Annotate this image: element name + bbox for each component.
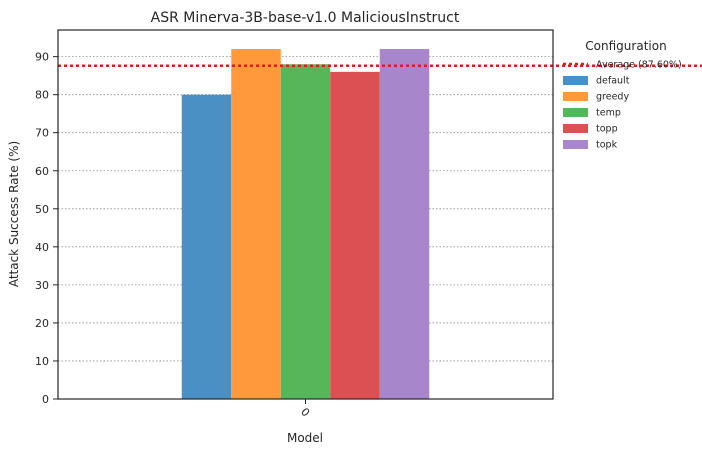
y-tick-label: 0 (42, 393, 49, 406)
legend-swatch-topk (563, 140, 588, 149)
legend-label-average: Average (87.60%) (596, 60, 682, 71)
bar-greedy (231, 49, 281, 399)
y-tick-label: 20 (35, 317, 49, 330)
legend-swatch-greedy (563, 92, 588, 101)
legend: Configuration Average (87.60%) default gre… (563, 39, 682, 151)
y-tick-label: 50 (35, 203, 49, 216)
legend-label-default: default (596, 76, 630, 87)
y-tick-label: 40 (35, 241, 49, 254)
bars (181, 49, 430, 399)
legend-label-greedy: greedy (596, 92, 629, 103)
y-tick-label: 90 (35, 51, 49, 64)
chart-title: ASR Minerva-3B-base-v1.0 MaliciousInstru… (151, 10, 460, 26)
x-axis-ticks: 0 (298, 399, 312, 419)
legend-label-topp: topp (596, 124, 618, 135)
y-tick-label: 10 (35, 355, 49, 368)
y-axis-ticks: 0 10 20 30 40 50 60 70 80 90 (35, 51, 58, 406)
y-tick-label: 80 (35, 89, 49, 102)
legend-swatch-default (563, 76, 588, 85)
x-tick-label: 0 (298, 405, 312, 419)
bar-topk (379, 49, 430, 399)
legend-swatch-temp (563, 108, 588, 117)
y-tick-label: 70 (35, 127, 49, 140)
y-tick-label: 30 (35, 279, 49, 292)
bar-temp (280, 64, 331, 399)
legend-label-topk: topk (596, 140, 618, 151)
y-tick-label: 60 (35, 165, 49, 178)
bar-topp (330, 71, 380, 399)
x-axis-label: Model (287, 431, 323, 445)
legend-title: Configuration (585, 39, 666, 53)
legend-label-temp: temp (596, 108, 621, 119)
legend-swatch-topp (563, 124, 588, 133)
bar-default (181, 94, 232, 399)
y-axis-label: Attack Success Rate (%) (7, 141, 21, 287)
